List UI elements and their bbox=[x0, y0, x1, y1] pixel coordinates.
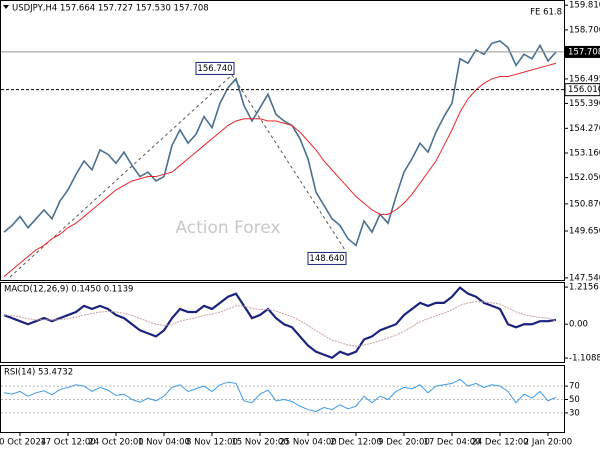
y-tick-label: -1.1088 bbox=[569, 354, 600, 364]
y-tick-label: 70 bbox=[569, 382, 580, 392]
y-tick-label: 50 bbox=[569, 395, 580, 405]
x-tick-label: 25 Nov 04:00 bbox=[279, 438, 336, 448]
y-tick-label: 155.390 bbox=[569, 99, 600, 109]
level-box bbox=[564, 83, 600, 97]
level-label: 156.010 bbox=[568, 85, 600, 95]
current-price-label: 157.708 bbox=[568, 47, 600, 57]
y-tick-label: 0.00 bbox=[569, 320, 588, 330]
watermark: Action Forex bbox=[175, 218, 280, 238]
y-tick-label: 149.650 bbox=[569, 227, 600, 237]
y-tick-label: 152.050 bbox=[569, 173, 600, 183]
x-tick-label: 10 Oct 2024 bbox=[0, 438, 46, 448]
y-tick-label: 158.700 bbox=[569, 25, 600, 35]
y-tick-label: 150.870 bbox=[569, 199, 600, 209]
x-tick-label: 17 Oct 12:00 bbox=[40, 438, 95, 448]
annotation-label: 156.740 bbox=[197, 64, 232, 74]
y-tick-label: 154.270 bbox=[569, 124, 600, 134]
annotation-box bbox=[307, 251, 347, 265]
price-panel bbox=[0, 0, 565, 281]
y-tick-label: 30 bbox=[569, 408, 580, 418]
y-tick-label: 1.2156 bbox=[569, 283, 599, 293]
fib-line bbox=[231, 74, 346, 251]
x-tick-label: 17 Dec 04:00 bbox=[423, 438, 480, 448]
y-tick-label: 147.540 bbox=[569, 273, 600, 283]
x-tick-label: 24 Oct 20:00 bbox=[88, 438, 143, 448]
signal-line bbox=[3, 301, 557, 347]
y-tick-label: 153.160 bbox=[569, 149, 600, 159]
y-tick-label: 156.495 bbox=[569, 74, 600, 84]
x-tick-label: 24 Dec 12:00 bbox=[471, 438, 528, 448]
rsi-line bbox=[3, 378, 557, 413]
rsi-panel bbox=[0, 365, 565, 433]
macd-line bbox=[3, 286, 557, 360]
x-tick-label: 1 Nov 04:00 bbox=[138, 438, 190, 448]
x-tick-label: 15 Nov 20:00 bbox=[231, 438, 288, 448]
x-tick-label: 2 Jan 20:00 bbox=[524, 438, 572, 448]
x-tick-label: 2 Dec 12:00 bbox=[330, 438, 382, 448]
macd-title: MACD(12,26,9) 0.1450 0.1139 bbox=[4, 285, 133, 295]
rsi-title: RSI(14) 53.4732 bbox=[4, 368, 73, 378]
annotation-box bbox=[195, 61, 235, 75]
annotation-label: 148.640 bbox=[309, 254, 344, 264]
current-price-box bbox=[565, 45, 600, 58]
y-tick-label: 159.810 bbox=[569, 1, 600, 11]
fib-label: FE 61.8 bbox=[530, 8, 562, 18]
x-tick-label: 8 Nov 12:00 bbox=[186, 438, 238, 448]
x-tick-label: 9 Dec 20:00 bbox=[378, 438, 430, 448]
chart-title: USDJPY,H4 157.664 157.727 157.530 157.70… bbox=[12, 4, 209, 14]
moving-average bbox=[3, 62, 557, 277]
macd-panel bbox=[0, 282, 565, 363]
menu-arrow bbox=[3, 5, 9, 9]
price-line bbox=[3, 40, 557, 247]
